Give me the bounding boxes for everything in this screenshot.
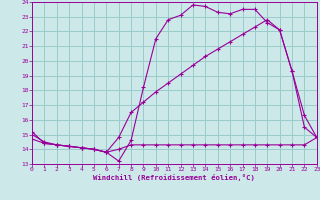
X-axis label: Windchill (Refroidissement éolien,°C): Windchill (Refroidissement éolien,°C) xyxy=(93,174,255,181)
